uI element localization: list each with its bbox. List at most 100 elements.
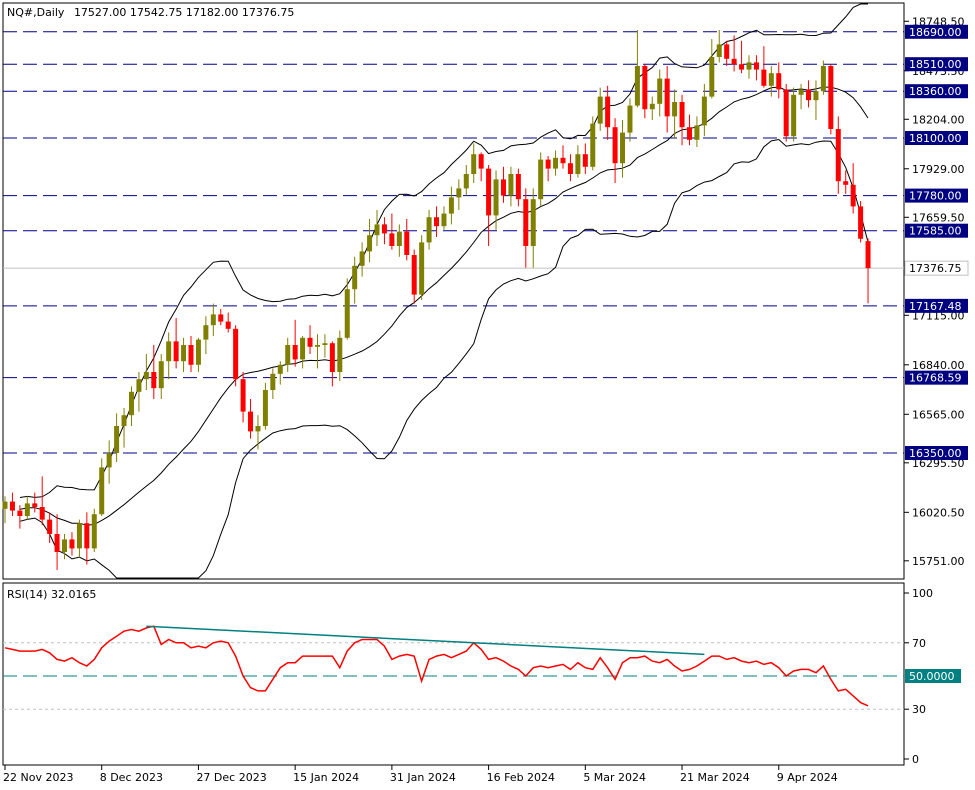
ohlc-values: 17527.00 17542.75 17182.00 17376.75 [74, 6, 294, 19]
candle [798, 84, 804, 110]
candle-body [344, 289, 350, 338]
candle-body [121, 415, 127, 426]
price-tick-label: 16840.00 [912, 359, 965, 372]
level-label-bg [905, 188, 968, 203]
level-label-bg [905, 446, 968, 460]
level-label-bg [905, 298, 968, 313]
candle-body [590, 123, 596, 167]
level-label-bg [905, 131, 968, 145]
candle-body [471, 154, 477, 174]
candle [605, 85, 611, 140]
candle-body [620, 132, 626, 164]
candle-body [128, 391, 134, 416]
candle [128, 386, 134, 426]
candle [367, 219, 373, 263]
candle-body [679, 102, 685, 128]
candle-body [2, 501, 8, 509]
candle [664, 66, 670, 133]
candle [694, 116, 700, 147]
candle [62, 534, 68, 560]
candle-body [17, 510, 23, 516]
candle-body [806, 89, 812, 101]
level-label-text: 18690.00 [909, 26, 962, 39]
candle [114, 413, 120, 462]
candle-body [337, 337, 343, 372]
candle-body [136, 379, 142, 392]
candle [843, 170, 849, 194]
candle-body [865, 241, 871, 269]
level-label-bg [905, 223, 968, 238]
candle [456, 179, 462, 210]
candle-body [76, 523, 82, 549]
candle-body [396, 231, 402, 246]
candle [404, 219, 410, 261]
candle [434, 206, 440, 237]
candle [545, 156, 551, 182]
candle-body [478, 154, 484, 169]
candle [761, 46, 767, 88]
candle-body [411, 255, 417, 295]
candle [255, 415, 261, 450]
candle-body [813, 91, 819, 101]
candle [188, 336, 194, 372]
candle [835, 116, 841, 194]
price-tick-label: 17929.00 [912, 163, 965, 176]
candle-body [567, 163, 573, 174]
candle-body [523, 199, 529, 246]
candle [530, 188, 536, 268]
candle [642, 64, 648, 119]
candle-body [270, 373, 276, 390]
candle [768, 66, 774, 97]
candle [679, 94, 685, 146]
candle [634, 30, 640, 108]
candle-body [262, 390, 268, 426]
time-tick-label: 16 Feb 2024 [487, 771, 555, 784]
candle-body [352, 265, 358, 290]
candle-body [307, 337, 313, 347]
level-label: 18360.00 [905, 84, 968, 99]
level-label: 17780.00 [905, 188, 968, 203]
candle-body [553, 157, 559, 169]
candle-body [664, 78, 670, 117]
candle-body [158, 361, 164, 389]
rsi-tick-label: 0 [912, 753, 919, 766]
candle-body [820, 66, 826, 92]
level-label: 17167.48 [905, 298, 968, 313]
time-tick-label: 5 Mar 2024 [583, 771, 646, 784]
level-label-bg [905, 84, 968, 99]
candle-body [39, 507, 45, 520]
candle [329, 341, 335, 387]
candle-body [783, 89, 789, 137]
candle-body [768, 73, 774, 86]
candle [314, 334, 320, 369]
candle [419, 235, 425, 300]
candle [307, 325, 313, 354]
candle [389, 213, 395, 250]
candle [731, 35, 737, 72]
candle-body [381, 224, 387, 234]
level-label-text: 17585.00 [909, 225, 962, 238]
candle [746, 55, 752, 79]
price-tick-label: 15751.00 [912, 555, 965, 568]
candle-body [858, 206, 864, 239]
candle [486, 165, 492, 246]
candle-body [642, 66, 648, 110]
current-price-bg [904, 260, 969, 276]
main-pane: 18748.5018473.5018204.0017929.0017659.50… [2, 3, 969, 579]
current-price-label: 17376.75 [904, 260, 969, 276]
candle-body [359, 251, 365, 266]
candle-body [233, 328, 239, 380]
candle [672, 89, 678, 138]
candle [359, 242, 365, 277]
candle-body [515, 174, 521, 200]
level-label-text: 17167.48 [909, 300, 962, 313]
candle [292, 319, 298, 367]
candle [39, 476, 45, 525]
candle-body [463, 174, 469, 189]
candle-body [753, 62, 759, 70]
candle [121, 408, 127, 448]
candle [441, 206, 447, 230]
candle-body [367, 235, 373, 252]
candle-body [761, 69, 767, 86]
